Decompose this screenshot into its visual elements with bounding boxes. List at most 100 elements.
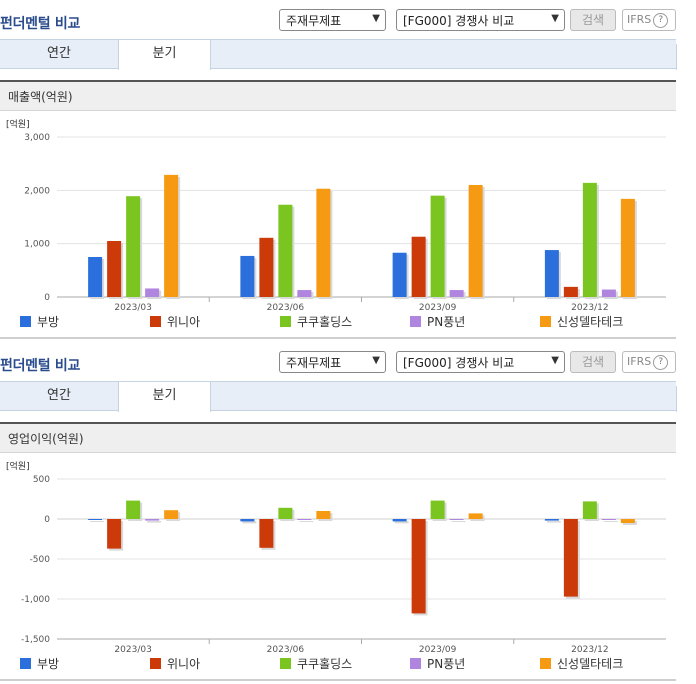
legend-label: 쿠쿠홀딩스 (297, 657, 353, 671)
bar[interactable] (145, 288, 160, 297)
legend-item[interactable]: 부방 (20, 655, 59, 672)
chevron-down-icon: ▼ (372, 13, 380, 24)
legend-item[interactable]: 위니아 (150, 655, 200, 672)
legend-swatch (410, 658, 421, 669)
bar[interactable] (620, 198, 635, 297)
bar[interactable] (126, 196, 141, 297)
bar[interactable] (316, 511, 331, 519)
tab-quarterly[interactable]: 분기 (118, 40, 211, 70)
legend-swatch (410, 316, 421, 327)
legend-item[interactable]: PN풍년 (410, 313, 465, 330)
bar[interactable] (88, 519, 103, 520)
peer-group-select[interactable]: [FG000] 경쟁사 비교 ▼ (396, 351, 565, 373)
ifrs-label: IFRS (627, 355, 652, 368)
statement-select[interactable]: 주재무제표 ▼ (279, 9, 386, 31)
legend-label: 쿠쿠홀딩스 (297, 315, 353, 329)
operating-income-panel: 펀더멘털 비교 주재무제표 ▼ [FG000] 경쟁사 비교 ▼ 검색 IFRS… (0, 342, 696, 682)
bar[interactable] (297, 290, 312, 297)
legend-label: PN풍년 (427, 315, 466, 329)
x-tick-label: 2023/06 (267, 645, 305, 654)
legend-item[interactable]: 쿠쿠홀딩스 (280, 313, 352, 330)
bar[interactable] (468, 513, 483, 519)
legend-swatch (20, 316, 31, 327)
legend-item[interactable]: PN풍년 (410, 655, 465, 672)
ifrs-button[interactable]: IFRS? (622, 9, 676, 31)
revenue-chart: [억원] 0 1,000 2,000 3,000 2023/03 2023/06 2023/0… (6, 118, 666, 312)
legend-swatch (540, 658, 551, 669)
search-button[interactable]: 검색 (570, 351, 616, 373)
divider (0, 679, 676, 681)
help-icon: ? (653, 354, 669, 370)
unit-label: [억원] (6, 460, 30, 472)
bar[interactable] (316, 188, 331, 297)
tab-quarterly[interactable]: 분기 (118, 382, 211, 412)
bar[interactable] (392, 519, 407, 522)
bar[interactable] (411, 236, 426, 297)
tab-annual[interactable]: 연간 (47, 46, 71, 61)
bar[interactable] (430, 195, 445, 297)
bar[interactable] (544, 519, 559, 521)
bar[interactable] (411, 519, 426, 614)
bar[interactable] (449, 519, 464, 520)
legend-label: 위니아 (167, 315, 201, 329)
bar[interactable] (449, 290, 464, 297)
bar[interactable] (240, 255, 255, 297)
bar[interactable] (107, 519, 122, 549)
bar[interactable] (430, 500, 445, 519)
bar[interactable] (164, 174, 179, 297)
divider (676, 44, 677, 70)
legend-label: 신성델타테크 (557, 315, 624, 329)
legend-label: 부방 (37, 657, 60, 671)
bar[interactable] (582, 501, 597, 519)
x-tick-label: 2023/09 (419, 303, 457, 312)
bar[interactable] (278, 507, 293, 519)
bar[interactable] (620, 519, 635, 523)
bar[interactable] (240, 519, 255, 522)
bar[interactable] (88, 257, 103, 297)
y-tick-label: 3,000 (24, 133, 50, 143)
legend-swatch (280, 658, 291, 669)
legend-swatch (540, 316, 551, 327)
legend-label: 신성델타테크 (557, 657, 624, 671)
ifrs-button[interactable]: IFRS? (622, 351, 676, 373)
bar[interactable] (164, 510, 179, 519)
bar[interactable] (601, 519, 616, 520)
bar[interactable] (563, 286, 578, 297)
bar[interactable] (278, 204, 293, 297)
bar[interactable] (126, 500, 141, 519)
legend-item[interactable]: 위니아 (150, 313, 200, 330)
bar[interactable] (468, 185, 483, 297)
statement-select[interactable]: 주재무제표 ▼ (279, 351, 386, 373)
x-tick-label: 2023/09 (419, 645, 457, 654)
chart-header: 영업이익(억원) (0, 422, 676, 453)
legend-item[interactable]: 쿠쿠홀딩스 (280, 655, 352, 672)
bar[interactable] (392, 252, 407, 297)
legend-swatch (150, 316, 161, 327)
legend-item[interactable]: 신성델타테크 (540, 655, 623, 672)
bar-shadow (451, 521, 466, 522)
bar[interactable] (544, 250, 559, 297)
bar[interactable] (259, 519, 274, 548)
help-icon: ? (653, 12, 669, 28)
chevron-down-icon: ▼ (551, 13, 559, 24)
bar[interactable] (582, 182, 597, 297)
legend-item[interactable]: 신성델타테크 (540, 313, 623, 330)
divider (0, 337, 676, 339)
divider (676, 386, 677, 412)
panel-title: 펀더멘털 비교 (0, 358, 81, 374)
bar[interactable] (297, 519, 312, 520)
bar[interactable] (259, 237, 274, 297)
x-tick-label: 2023/12 (571, 303, 608, 312)
bar[interactable] (145, 519, 160, 521)
search-button[interactable]: 검색 (570, 9, 616, 31)
bar-shadow (299, 521, 314, 522)
bar-shadow (603, 521, 618, 522)
chevron-down-icon: ▼ (551, 355, 559, 366)
legend-item[interactable]: 부방 (20, 313, 59, 330)
bar[interactable] (107, 241, 122, 297)
bar[interactable] (563, 519, 578, 597)
peer-group-select[interactable]: [FG000] 경쟁사 비교 ▼ (396, 9, 565, 31)
period-tabs: 연간 분기 (0, 39, 676, 70)
bar[interactable] (601, 289, 616, 297)
tab-annual[interactable]: 연간 (47, 388, 71, 403)
